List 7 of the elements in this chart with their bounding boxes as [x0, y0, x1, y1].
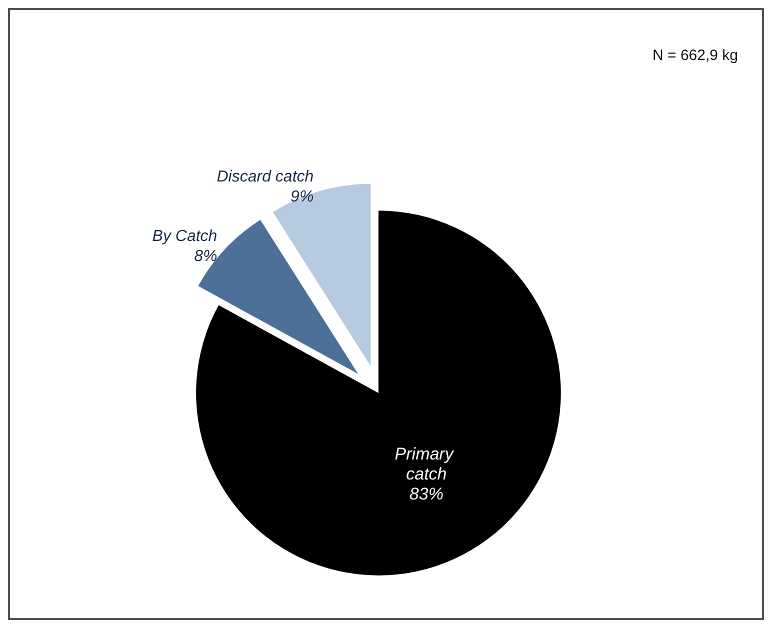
slice-label: Discard catch [216, 168, 314, 186]
data-label: 8% [194, 248, 218, 265]
slice-label: Primary catch [394, 444, 458, 484]
text: N = 662,9 kg [652, 47, 738, 64]
data-label: 83% [409, 484, 444, 504]
data-label: 9% [290, 188, 314, 206]
slice-label: By Catch [152, 228, 218, 245]
